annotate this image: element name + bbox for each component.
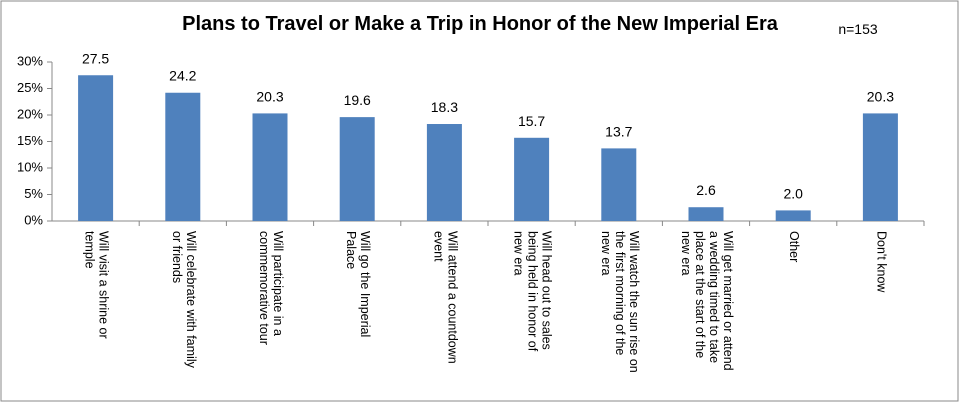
chart-title: Plans to Travel or Make a Trip in Honor … — [182, 13, 779, 35]
y-tick-label: 15% — [17, 133, 43, 148]
bar — [426, 124, 462, 221]
x-tick-label: Will celebrate with familyor friends — [170, 231, 198, 369]
bar — [514, 137, 550, 221]
bar — [688, 207, 724, 221]
x-tick-label: Will get married or attenda wedding time… — [679, 231, 735, 371]
bar — [775, 210, 811, 221]
value-label: 27.5 — [82, 50, 109, 66]
bar — [862, 113, 898, 221]
bar — [165, 92, 201, 222]
value-label: 20.3 — [256, 88, 283, 104]
y-tick-label: 20% — [17, 106, 43, 121]
value-label: 13.7 — [605, 123, 632, 139]
bar — [339, 117, 375, 221]
y-tick-label: 25% — [17, 80, 43, 95]
y-tick-label: 5% — [24, 186, 43, 201]
bar — [601, 148, 637, 221]
x-tick-label: Will visit a shrine ortemple — [82, 231, 110, 339]
x-tick-label: Will head out to salesbeing held in hono… — [511, 231, 553, 352]
value-label: 24.2 — [169, 68, 196, 84]
x-tick-label: Other — [787, 231, 801, 262]
value-label: 20.3 — [867, 88, 894, 104]
x-tick-label: Don't know — [874, 231, 888, 293]
value-label: 18.3 — [431, 99, 458, 115]
value-label: 2.6 — [696, 182, 716, 198]
y-tick-label: 30% — [17, 53, 43, 68]
bar — [78, 75, 114, 221]
x-tick-label: Will go the ImperialPalace — [344, 231, 372, 337]
x-tick-label: Will attend a countdownevent — [431, 231, 459, 364]
bar — [252, 113, 288, 221]
y-tick-label: 10% — [17, 159, 43, 174]
x-tick-label: Will participate in acommemorative tour — [257, 231, 285, 345]
value-label: 15.7 — [518, 113, 545, 129]
x-tick-label: Will watch the sun rise onthe first morn… — [599, 231, 641, 373]
value-label: 19.6 — [344, 92, 371, 108]
y-tick-label: 0% — [24, 212, 43, 227]
value-label: 2.0 — [783, 185, 803, 201]
annotation: n=153 — [838, 21, 878, 37]
